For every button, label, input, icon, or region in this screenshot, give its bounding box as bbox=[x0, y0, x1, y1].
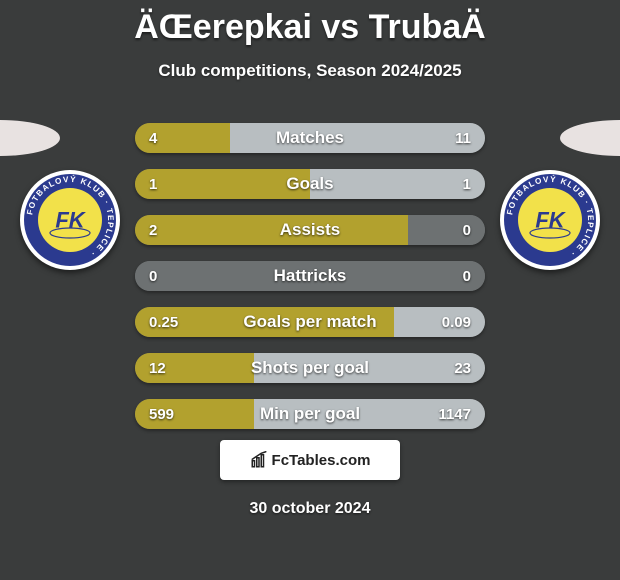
decor-oval-left bbox=[0, 120, 60, 156]
stat-fill-gap bbox=[408, 215, 485, 245]
stat-fill-left bbox=[135, 353, 254, 383]
date-label: 30 october 2024 bbox=[0, 500, 620, 518]
stat-track bbox=[135, 353, 485, 383]
stat-fill-right bbox=[254, 353, 485, 383]
stat-track bbox=[135, 307, 485, 337]
page-subtitle: Club competitions, Season 2024/2025 bbox=[0, 61, 620, 81]
stat-fill-left bbox=[135, 307, 394, 337]
stat-fill-gap bbox=[135, 261, 485, 291]
stat-track bbox=[135, 215, 485, 245]
stat-row: 2 Assists 0 bbox=[135, 215, 485, 245]
source-badge-label: FcTables.com bbox=[272, 452, 371, 469]
stat-row: 599 Min per goal 1147 bbox=[135, 399, 485, 429]
stat-row: 4 Matches 11 bbox=[135, 123, 485, 153]
stat-fill-left bbox=[135, 123, 230, 153]
source-badge: FcTables.com bbox=[220, 440, 400, 480]
stat-fill-right bbox=[230, 123, 486, 153]
stat-track bbox=[135, 123, 485, 153]
stat-fill-left bbox=[135, 399, 254, 429]
stat-fill-right bbox=[254, 399, 485, 429]
stat-track bbox=[135, 169, 485, 199]
stat-fill-left bbox=[135, 215, 408, 245]
club-badge-left: FOTBALOVÝ KLUB · TEPLICE · FK bbox=[20, 170, 120, 270]
stat-track bbox=[135, 261, 485, 291]
stat-row: 0.25 Goals per match 0.09 bbox=[135, 307, 485, 337]
stat-track bbox=[135, 399, 485, 429]
stat-fill-right bbox=[310, 169, 485, 199]
club-badge-right: FOTBALOVÝ KLUB · TEPLICE · FK bbox=[500, 170, 600, 270]
stat-row: 0 Hattricks 0 bbox=[135, 261, 485, 291]
chart-icon bbox=[250, 451, 268, 469]
stat-fill-right bbox=[394, 307, 485, 337]
page-title: ÄŒerepkai vs TrubaÄ bbox=[0, 0, 620, 47]
stats-container: 4 Matches 11 1 Goals 1 2 Assists 0 0 Hat… bbox=[135, 123, 485, 445]
stat-row: 12 Shots per goal 23 bbox=[135, 353, 485, 383]
stat-fill-left bbox=[135, 169, 310, 199]
decor-oval-right bbox=[560, 120, 620, 156]
stat-row: 1 Goals 1 bbox=[135, 169, 485, 199]
